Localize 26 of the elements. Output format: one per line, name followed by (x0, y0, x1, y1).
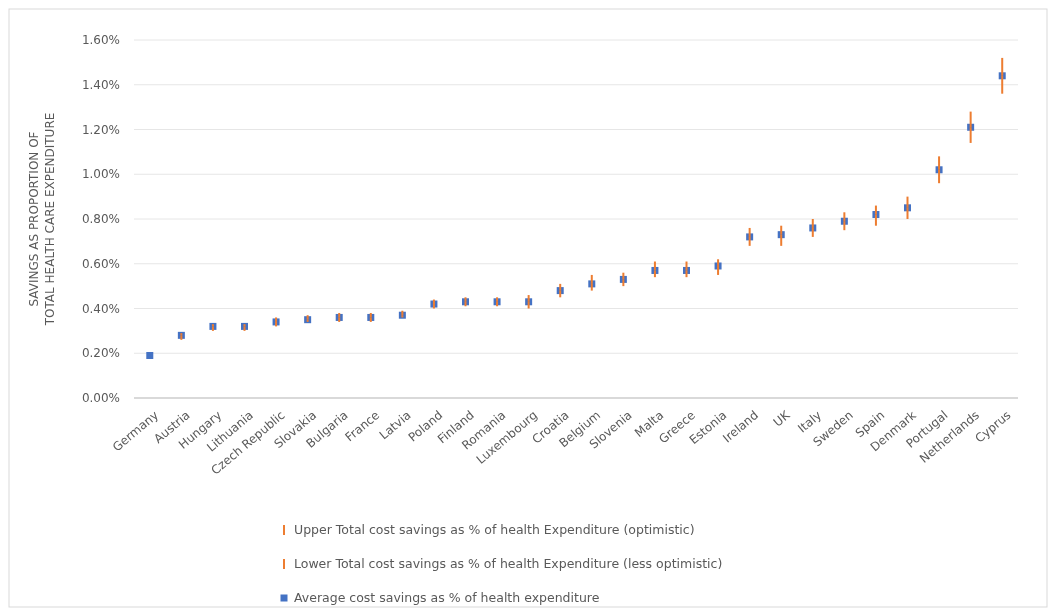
bar (496, 297, 499, 302)
x-tick-label: UK (770, 407, 794, 430)
bar (306, 315, 309, 320)
y-tick-label: 0.40% (81, 301, 120, 316)
bar (401, 315, 404, 318)
legend-label: Upper Total cost savings as % of health Expenditure (optimistic) (294, 522, 695, 538)
point (146, 351, 154, 359)
bar (243, 326, 246, 331)
bar (464, 297, 467, 302)
bar (211, 326, 214, 331)
y-tick-label: 1.60% (81, 33, 120, 48)
y-tick-label: 1.00% (81, 167, 120, 182)
y-tick-label: 1.40% (81, 77, 120, 92)
bar (338, 317, 341, 322)
bar (432, 304, 435, 309)
y-tick-label: 0.80% (81, 212, 120, 227)
y-tick-label: 1.20% (81, 122, 120, 137)
y-tick-label: 0.60% (81, 256, 120, 271)
bar (369, 317, 372, 322)
y-tick-label: 0.00% (81, 391, 120, 406)
y-tick-label: 0.20% (81, 346, 120, 361)
y-axis-title: SAVINGS AS PROPORTION OF TOTAL HEALTH CARE EXPENDITURE (27, 112, 57, 327)
bar (180, 335, 183, 340)
bar (275, 317, 278, 322)
legend-label: Lower Total cost savings as % of health Expenditure (less optimistic) (294, 556, 723, 572)
legend-label: Average cost savings as % of health expenditure (294, 590, 600, 606)
